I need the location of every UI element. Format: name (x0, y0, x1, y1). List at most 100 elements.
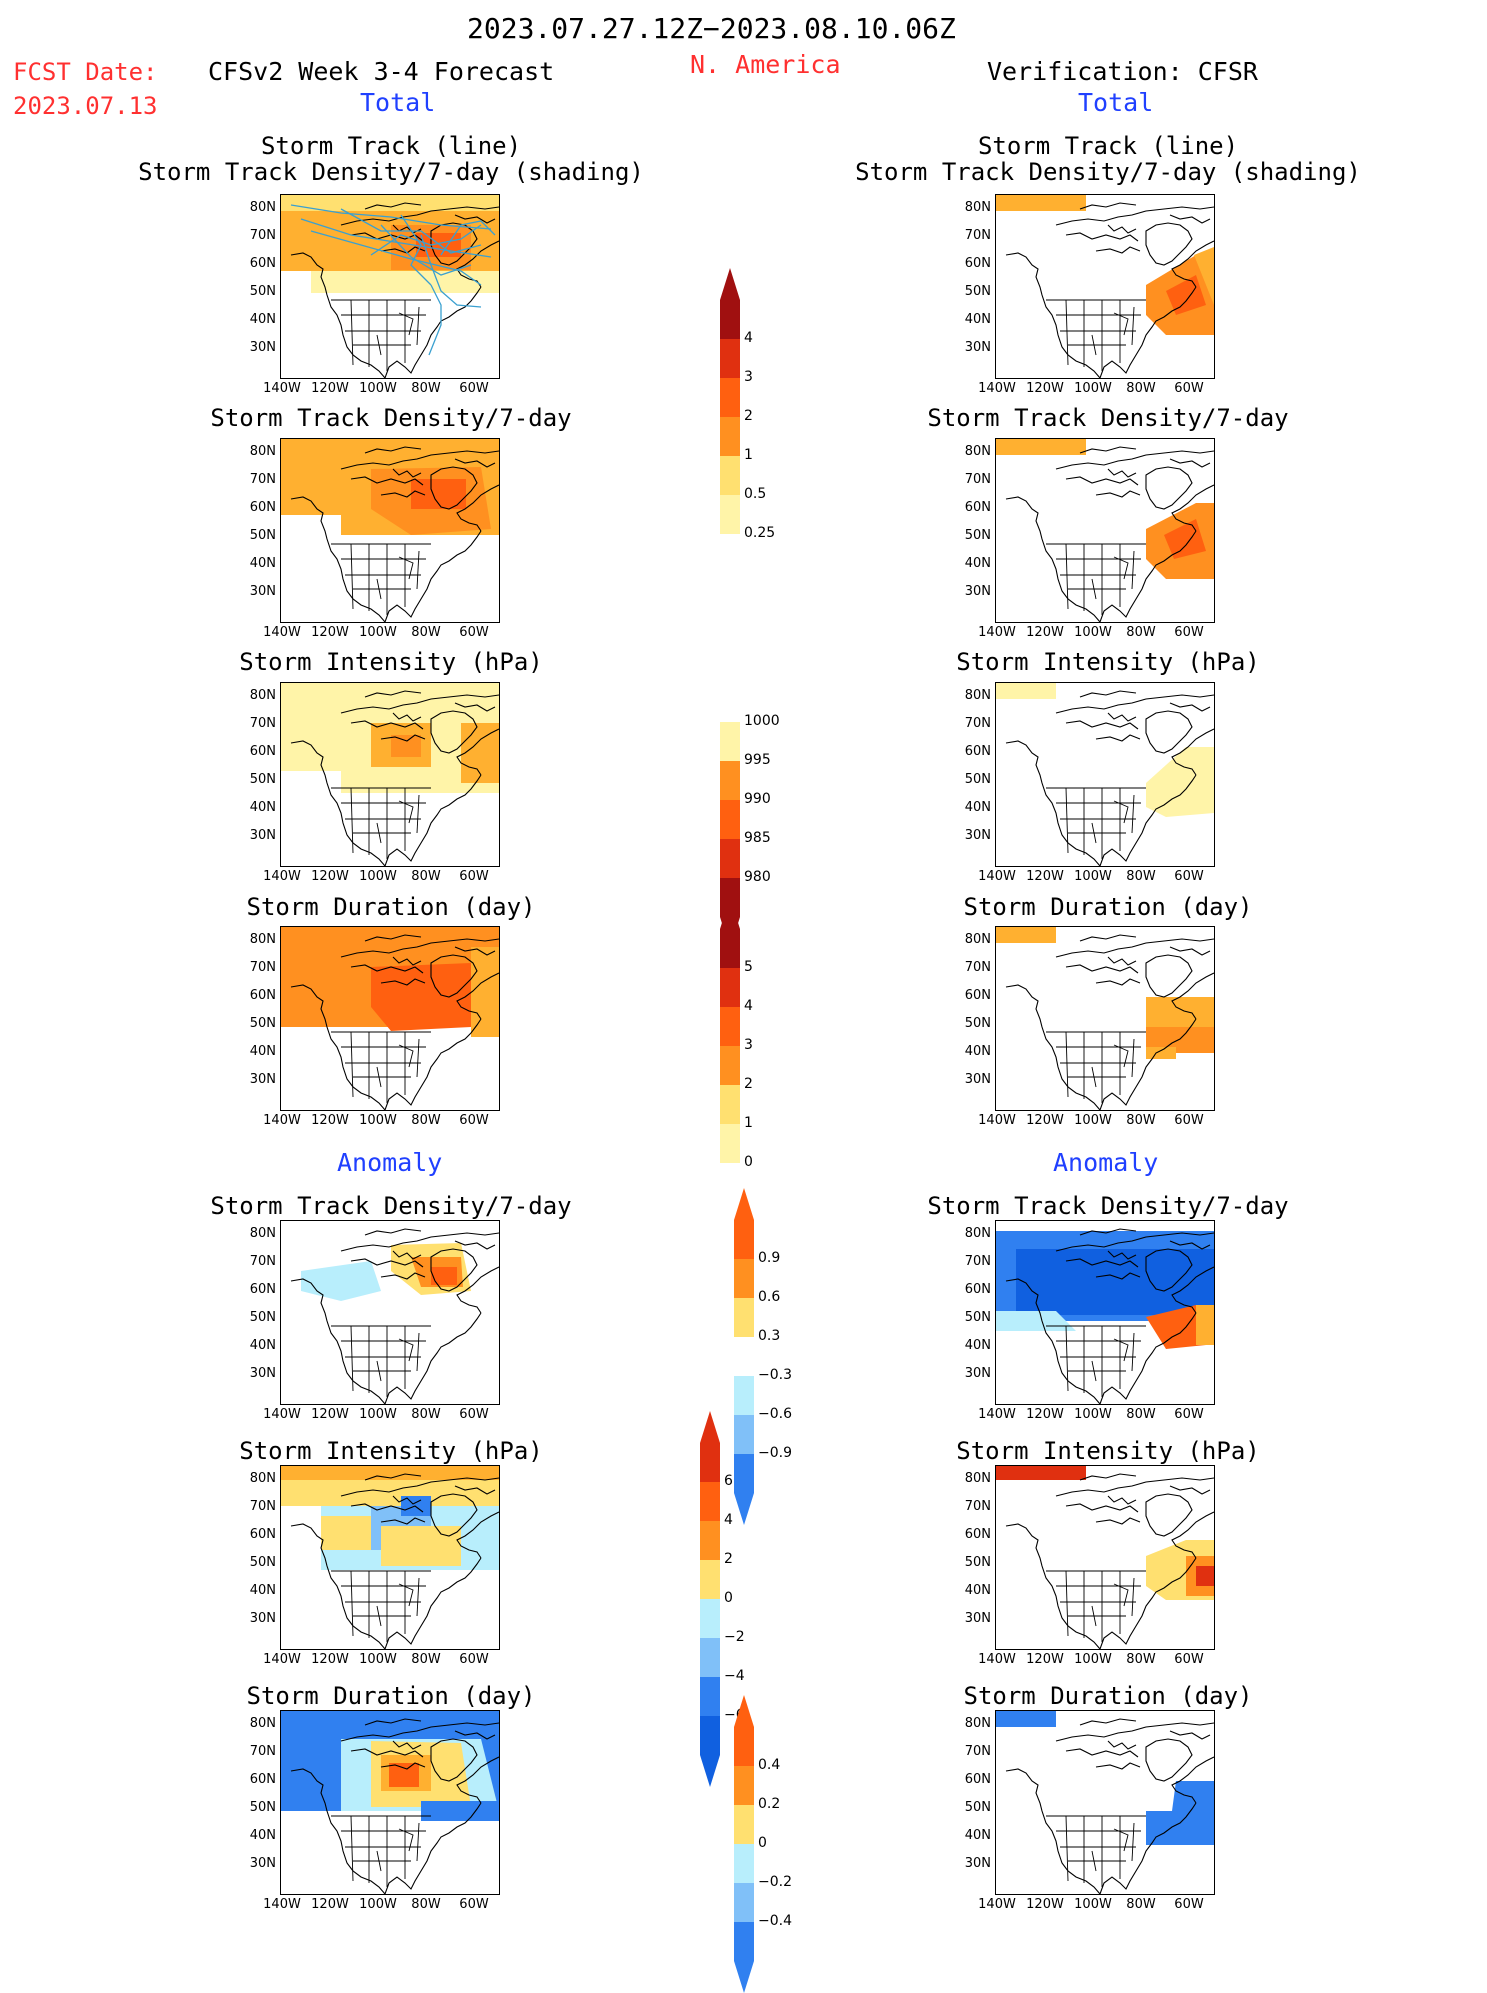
coastline (1171, 1756, 1214, 1804)
lon-tick-label: 100W (1074, 1897, 1112, 1912)
panel-title-density-right: Storm Track Density/7-day (927, 404, 1289, 432)
north-america-map (996, 683, 1214, 866)
anomaly-right-label: Anomaly (1053, 1148, 1159, 1177)
lat-tick-label: 70N (964, 960, 991, 975)
map-panel (995, 926, 1215, 1111)
lon-tick-label: 120W (311, 1897, 349, 1912)
coastline (340, 450, 499, 470)
lon-tick-label: 120W (1026, 381, 1064, 396)
colorbar-density-total (720, 268, 740, 573)
state-border (1065, 543, 1069, 610)
map-panel (280, 926, 500, 1111)
coastline (1005, 1768, 1101, 1894)
lon-tick-label: 80W (411, 869, 441, 884)
lon-tick-label: 140W (978, 625, 1016, 640)
coastline (1095, 1272, 1141, 1280)
shade-region (461, 723, 499, 783)
lat-tick-label: 40N (249, 1583, 276, 1598)
coastline (1169, 458, 1211, 468)
lat-tick-label: 50N (249, 1310, 276, 1325)
coastline (384, 286, 482, 378)
state-border (1065, 787, 1069, 854)
lat-tick-label: 70N (964, 1744, 991, 1759)
coastline (384, 1557, 482, 1649)
coastline (430, 710, 478, 754)
lon-tick-label: 100W (359, 381, 397, 396)
coastline (290, 740, 386, 866)
coastline (340, 1232, 499, 1252)
lat-tick-label: 50N (249, 1800, 276, 1815)
coastline (380, 734, 426, 742)
state-border (350, 1570, 354, 1637)
panel-title-anom-intensity-right: Storm Intensity (hPa) (956, 1437, 1260, 1465)
state-border (398, 1583, 414, 1607)
coastline (1145, 222, 1193, 266)
state-border (376, 1066, 382, 1088)
colorbar-segment (720, 839, 740, 878)
colorbar-tick-label: 2 (724, 1551, 733, 1567)
coastline (1065, 720, 1139, 730)
coastline (1145, 1493, 1193, 1537)
lat-tick-label: 80N (249, 1716, 276, 1731)
lat-tick-label: 40N (964, 1583, 991, 1598)
colorbar-tick-label: −4 (724, 1668, 745, 1684)
state-border (1065, 1031, 1069, 1098)
state-border (1113, 1828, 1129, 1852)
lon-tick-label: 60W (1174, 1897, 1204, 1912)
coastline (454, 214, 496, 224)
coastline (454, 946, 496, 956)
colorbar-tick-label: 4 (724, 1512, 733, 1528)
lat-tick-label: 30N (964, 584, 991, 599)
colorbar-segment (734, 1922, 754, 1993)
colorbar-tick-label: 0.3 (758, 1328, 781, 1344)
lat-tick-label: 60N (249, 988, 276, 1003)
coastline (1107, 1495, 1137, 1505)
state-border (1065, 1325, 1069, 1392)
lat-tick-label: 60N (964, 1527, 991, 1542)
lat-tick-label: 80N (249, 932, 276, 947)
panel-title-intensity-left: Storm Intensity (hPa) (239, 648, 543, 676)
coastline (1169, 214, 1211, 224)
fcst-date-label: FCST Date: (13, 58, 158, 86)
colorbar-tick-label: 980 (744, 869, 771, 885)
lon-tick-label: 140W (978, 1897, 1016, 1912)
coastline (392, 956, 422, 966)
state-border (398, 1828, 414, 1852)
lat-tick-label: 70N (249, 960, 276, 975)
north-america-map (290, 1228, 499, 1404)
colorbar-segment (734, 1188, 754, 1259)
colorbar-tick-label: 0 (744, 1154, 753, 1170)
coastline (1079, 934, 1137, 942)
lon-tick-label: 120W (1026, 1652, 1064, 1667)
lat-tick-label: 70N (964, 1499, 991, 1514)
state-border (398, 312, 414, 336)
coastline (350, 1748, 424, 1758)
shade-region (1194, 247, 1214, 305)
lon-tick-label: 140W (263, 1652, 301, 1667)
colorbar-segment (720, 800, 740, 839)
coastline (364, 202, 422, 210)
coastline (1171, 240, 1214, 288)
map-panel (995, 1220, 1215, 1405)
lon-tick-label: 100W (1074, 869, 1112, 884)
coastline (1005, 1523, 1101, 1649)
coastline (290, 252, 386, 378)
coastline (364, 690, 422, 698)
lon-tick-label: 120W (311, 625, 349, 640)
colorbar-segment (720, 1124, 740, 1163)
shade-region (389, 1763, 419, 1787)
lon-tick-label: 80W (411, 381, 441, 396)
coastline (1107, 224, 1137, 234)
coastline (392, 468, 422, 478)
lon-tick-label: 140W (978, 869, 1016, 884)
lat-tick-label: 60N (964, 1772, 991, 1787)
coastline (1107, 956, 1137, 966)
coastline (1099, 1018, 1197, 1110)
lon-tick-label: 80W (1126, 1897, 1156, 1912)
shade-region (411, 479, 466, 509)
map-panel (280, 1465, 500, 1650)
coastline (1079, 690, 1137, 698)
lat-tick-label: 70N (964, 1254, 991, 1269)
shade-region (1196, 1566, 1214, 1586)
panel-title-track-line-right: Storm Track (line) (977, 132, 1239, 160)
